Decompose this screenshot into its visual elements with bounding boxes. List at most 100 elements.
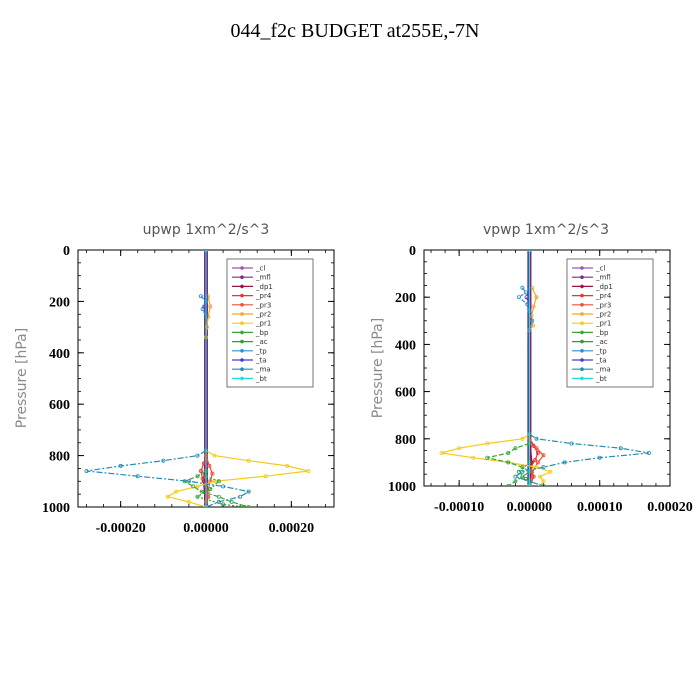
upwp-legend-label: _dp1 [255,283,273,291]
vpwp-series [439,250,651,486]
upwp-point-ac [242,505,247,507]
vpwp-ytick-label: 1000 [388,480,416,495]
vpwp-y-axis-label: Pressure [hPa] [370,318,386,418]
vpwp-series-bp [487,442,531,486]
upwp-legend-marker-mfl [240,275,244,280]
upwp-point-ma [216,499,221,504]
upwp-ytick-label: 600 [49,398,70,413]
vpwp-point-pr1 [534,465,539,470]
upwp-point-pr4 [200,476,205,481]
upwp-legend-marker-ma [240,367,244,372]
vpwp-legend-label: _bt [595,375,607,383]
vpwp-point-pr3 [541,453,546,458]
vpwp-ytick-label: 600 [395,386,416,401]
vpwp-legend-label: _pr2 [595,311,611,319]
vpwp-legend-marker-pr3 [580,303,584,307]
vpwp-series-tp [517,287,533,331]
vpwp-point-bt [527,484,532,486]
upwp-point-bt [204,250,208,252]
upwp-legend-marker-ta [240,358,244,362]
vpwp-ytick-label: 400 [395,338,416,353]
vpwp-xtick-label: 0.00020 [647,500,693,515]
vpwp-point-ma [534,436,539,441]
upwp-legend-label: _pr2 [255,311,271,319]
vpwp-point-ma [513,474,518,479]
upwp-point-bt [204,505,208,507]
upwp-xtick-label: 0.00020 [269,521,315,536]
upwp-point-ma [118,463,123,468]
upwp-legend-label: _ac [255,338,268,346]
vpwp-series-pr1 [441,433,553,486]
upwp-point-bp [195,474,200,479]
vpwp-xtick-label: -0.00010 [434,500,484,515]
upwp-legend-label: _pr1 [255,320,271,328]
vpwp-legend-marker-pr4 [580,293,584,298]
upwp-point-bp [229,499,234,504]
vpwp-point-pr1 [541,479,546,484]
upwp-point-ma [135,474,140,479]
vpwp-legend-label: _mfl [595,274,611,282]
vpwp-point-tp [523,290,528,295]
vpwp-point-pr1 [471,455,476,460]
upwp-legend-marker-bp [240,330,244,335]
vpwp-legend-label: _tp [595,347,607,355]
vpwp-legend-label: _pr4 [595,292,612,300]
vpwp-xtick-label: 0.00000 [507,500,553,515]
upwp-legend-marker-pr3 [240,303,244,307]
upwp-series [84,250,311,507]
vpwp-point-pr1 [457,446,462,451]
upwp-legend-label: _bp [255,329,269,337]
upwp-legend-marker-tp [240,349,244,353]
upwp-point-pr2 [204,325,209,330]
vpwp-point-pr1 [538,474,543,479]
upwp-legend-marker-bt [240,376,244,381]
vpwp-legend-marker-bt [580,376,584,381]
vpwp-legend-marker-pr2 [580,312,584,316]
vpwp-series-pr4 [528,438,539,486]
vpwp-point-bp [506,450,511,455]
upwp-point-pr1 [165,494,170,499]
upwp-series-ma [86,449,251,507]
vpwp-point-ma [541,465,546,470]
vpwp-point-pr3 [534,446,539,451]
vpwp-panel-title: vpwp 1xm^2/s^3 [483,222,609,238]
upwp-point-ma [238,494,243,499]
upwp-panel-title: upwp 1xm^2/s^3 [143,222,270,238]
upwp-point-ma [221,484,226,489]
vpwp-panel: vpwp 1xm^2/s^3 Pressure [hPa] 0 200 400 600… [370,222,693,515]
vpwp-point-pr2 [534,295,539,300]
upwp-ytick-label: 800 [49,450,70,465]
upwp-point-pr1 [195,484,200,489]
vpwp-legend-label: _bp [595,329,609,337]
upwp-y-axis-label: Pressure [hPa] [14,328,30,428]
upwp-ticks: 0 200 400 600 800 1000 -0.00020 0.00000 0.00020 [42,244,334,536]
vpwp-point-ma [569,441,574,446]
upwp-legend-marker-ac [240,339,244,344]
vpwp-point-pr3 [535,460,540,465]
upwp-point-ma [84,468,89,473]
upwp-point-pr1 [174,489,179,494]
upwp-point-pr4 [198,468,203,473]
upwp-point-pr1 [212,453,217,458]
vpwp-legend-marker-tp [580,349,584,353]
upwp-legend-label: _pr3 [255,301,271,309]
upwp-series-pr4 [200,455,209,507]
upwp-point-bp [246,505,251,507]
upwp-series-bp [183,470,249,507]
vpwp-point-pr1 [520,436,525,441]
vpwp-legend-marker-bp [580,330,584,335]
upwp-point-ma [161,458,166,463]
upwp-ytick-label: 200 [49,295,70,310]
vpwp-legend-label: _ac [595,338,608,346]
upwp-legend: _cl_mfl_dp1_pr4_pr3_pr2_pr1_bp_ac_tp_ta_… [226,258,314,388]
vpwp-legend-marker-dp1 [580,284,584,289]
upwp-legend-label: _mfl [255,274,271,282]
vpwp-legend-label: _ta [595,357,607,365]
upwp-point-pr1 [263,474,268,479]
vpwp-legend-label: _pr3 [595,301,611,309]
vpwp-legend-marker-ta [580,358,584,362]
vpwp-point-ma [646,450,651,455]
vpwp-point-ma [541,484,546,486]
vpwp-series-ta [525,287,530,307]
vpwp-point-pr1 [548,469,553,474]
